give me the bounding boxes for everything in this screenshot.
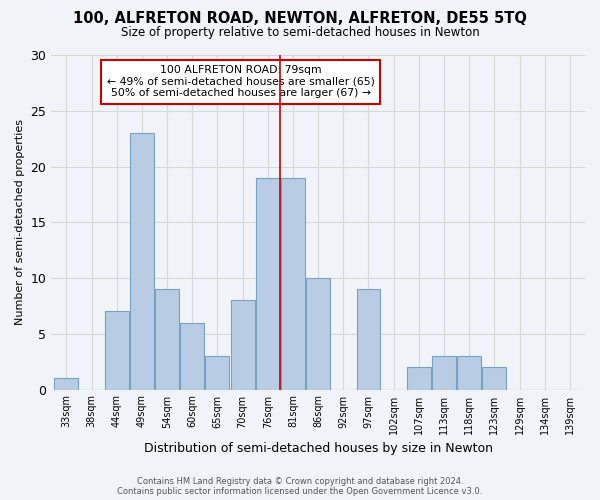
- Text: Contains HM Land Registry data © Crown copyright and database right 2024.
Contai: Contains HM Land Registry data © Crown c…: [118, 476, 482, 496]
- Bar: [281, 178, 305, 390]
- X-axis label: Distribution of semi-detached houses by size in Newton: Distribution of semi-detached houses by …: [143, 442, 493, 455]
- Bar: [432, 356, 456, 390]
- Bar: [105, 312, 129, 390]
- Bar: [230, 300, 254, 390]
- Bar: [256, 178, 280, 390]
- Bar: [205, 356, 229, 390]
- Bar: [306, 278, 330, 390]
- Bar: [457, 356, 481, 390]
- Y-axis label: Number of semi-detached properties: Number of semi-detached properties: [15, 120, 25, 326]
- Bar: [155, 289, 179, 390]
- Bar: [356, 289, 380, 390]
- Bar: [482, 368, 506, 390]
- Bar: [181, 322, 204, 390]
- Bar: [55, 378, 79, 390]
- Text: 100, ALFRETON ROAD, NEWTON, ALFRETON, DE55 5TQ: 100, ALFRETON ROAD, NEWTON, ALFRETON, DE…: [73, 11, 527, 26]
- Text: 100 ALFRETON ROAD: 79sqm
← 49% of semi-detached houses are smaller (65)
50% of s: 100 ALFRETON ROAD: 79sqm ← 49% of semi-d…: [107, 65, 374, 98]
- Text: Size of property relative to semi-detached houses in Newton: Size of property relative to semi-detach…: [121, 26, 479, 39]
- Bar: [130, 133, 154, 390]
- Bar: [407, 368, 431, 390]
